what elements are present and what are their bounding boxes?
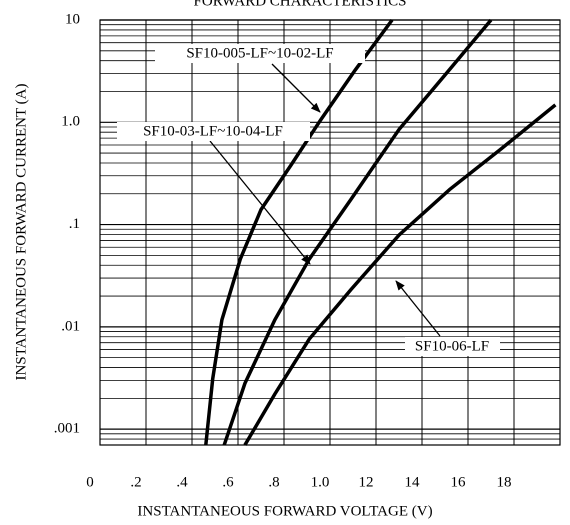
annotation-arrow	[209, 140, 311, 265]
curve	[243, 103, 557, 446]
x-tick-label: 16	[451, 474, 467, 490]
series-label: SF10-005-LF~10-02-LF	[186, 45, 333, 61]
annotation-box	[405, 337, 500, 356]
curve	[222, 18, 493, 446]
x-tick-label: .8	[268, 474, 279, 490]
series-label: SF10-06-LF	[415, 338, 489, 354]
y-tick-label: .01	[61, 318, 80, 334]
x-tick-label: 12	[359, 474, 374, 490]
curve	[204, 18, 394, 446]
y-tick-label: .001	[54, 421, 80, 437]
x-axis-label: INSTANTANEOUS FORWARD VOLTAGE (V)	[137, 503, 432, 519]
x-tick-label: .2	[130, 474, 141, 490]
y-axis-label: INSTANTANEOUS FORWARD CURRENT (A)	[13, 84, 29, 381]
x-tick-label: 18	[497, 474, 512, 490]
x-tick-label: 14	[405, 474, 421, 490]
annotation-arrow	[271, 63, 321, 113]
y-tick-label: 10	[65, 11, 80, 27]
annotation-box	[117, 122, 310, 141]
y-tick-label: .1	[69, 216, 80, 232]
chart-title: FORWARD CHARACTERISTICS	[194, 0, 407, 9]
plot-frame	[99, 19, 561, 446]
series-label: SF10-03-LF~10-04-LF	[143, 123, 283, 139]
x-tick-label: .4	[176, 474, 188, 490]
annotation-box	[155, 44, 365, 63]
x-tick-label: 1.0	[311, 474, 330, 490]
x-tick-label: 0	[86, 474, 94, 490]
annotation-arrow	[395, 280, 441, 337]
x-tick-label: .6	[222, 474, 234, 490]
y-tick-label: 1.0	[61, 114, 80, 130]
